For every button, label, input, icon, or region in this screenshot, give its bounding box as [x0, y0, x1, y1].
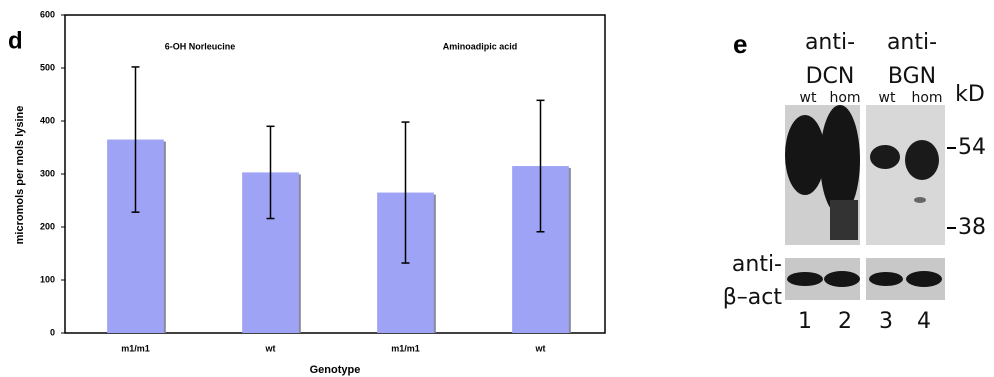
- panel-label: d: [8, 27, 23, 54]
- annotation: Aminoadipic acid: [443, 41, 518, 51]
- figure: d 6-OH Norleucine Aminoadipic acid Genot…: [0, 0, 994, 377]
- lane-number: 4: [917, 309, 931, 334]
- lane-label: hom: [829, 90, 860, 106]
- x-tick-label: m1/m1: [391, 343, 420, 353]
- antibody-label: anti-: [805, 30, 855, 55]
- loading-label: anti-: [732, 252, 782, 277]
- x-axis-label: Genotype: [310, 364, 361, 376]
- lane-number: 2: [838, 309, 852, 334]
- x-tick-label: wt: [265, 343, 276, 353]
- y-axis-label: micromols per mols lysine: [14, 106, 26, 245]
- x-tick-label: m1/m1: [121, 343, 150, 353]
- marker-label: 38: [958, 215, 986, 240]
- antibody-label: BGN: [888, 64, 936, 89]
- loading-label: β–act: [723, 285, 783, 310]
- lane-number: 1: [798, 309, 812, 334]
- lane-label: hom: [911, 90, 942, 106]
- antibody-label: DCN: [806, 64, 855, 89]
- lane-label: wt: [800, 90, 817, 106]
- marker-label: 54: [958, 135, 986, 160]
- unit-label: kD: [955, 82, 985, 107]
- page: d 6-OH Norleucine Aminoadipic acid Genot…: [0, 0, 994, 377]
- lane-label: wt: [879, 90, 896, 106]
- antibody-label: anti-: [887, 30, 937, 55]
- y-tick-label: 0: [50, 327, 55, 337]
- annotation: 6-OH Norleucine: [165, 41, 236, 51]
- y-tick-label: 200: [40, 221, 55, 231]
- x-tick-label: wt: [535, 343, 546, 353]
- lane-number: 3: [879, 309, 893, 334]
- y-tick-label: 100: [40, 274, 55, 284]
- y-tick-label: 500: [40, 62, 55, 72]
- y-tick-label: 400: [40, 115, 55, 125]
- y-tick-label: 600: [40, 9, 55, 19]
- y-tick-label: 300: [40, 168, 55, 178]
- blot: [785, 105, 956, 300]
- panel-label: e: [733, 29, 747, 59]
